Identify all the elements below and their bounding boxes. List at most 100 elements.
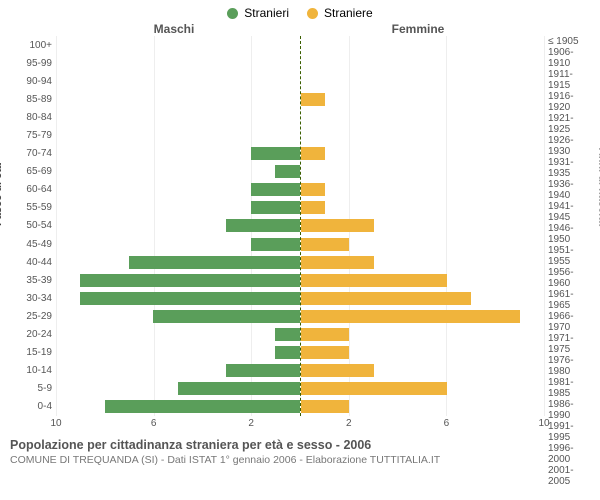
bar-row: [56, 126, 300, 144]
age-tick: 5-9: [8, 380, 56, 398]
birth-tick: 1981-1985: [544, 377, 592, 399]
bar-female: [301, 364, 374, 377]
y-ticks-age: 100+95-9990-9485-8980-8475-7970-7465-696…: [8, 36, 56, 416]
x-tick: 10: [50, 418, 61, 429]
bar-row: [301, 398, 545, 416]
bar-row: [301, 344, 545, 362]
birth-tick: 1986-1990: [544, 399, 592, 421]
bar-male: [251, 238, 300, 251]
bar-female: [301, 400, 350, 413]
y-ticks-birth: ≤ 19051906-19101911-19151916-19201921-19…: [544, 36, 592, 416]
bar-row: [301, 36, 545, 54]
bar-female: [301, 346, 350, 359]
column-header-right: Femmine: [296, 22, 540, 36]
column-headers: Maschi Femmine: [0, 22, 600, 36]
bar-male: [251, 147, 300, 160]
bar-row: [56, 344, 300, 362]
x-axis-right: 2610: [300, 418, 544, 432]
bar-row: [301, 235, 545, 253]
age-tick: 15-19: [8, 344, 56, 362]
y-axis-label-right: Anni di nascita: [596, 148, 600, 226]
bar-female: [301, 201, 325, 214]
x-tick: 2: [248, 418, 254, 429]
bar-row: [56, 199, 300, 217]
x-tick: 2: [346, 418, 352, 429]
bar-row: [301, 362, 545, 380]
bar-row: [301, 289, 545, 307]
bar-female: [301, 292, 471, 305]
bar-male: [251, 201, 300, 214]
birth-tick: 1961-1965: [544, 289, 592, 311]
bar-row: [56, 72, 300, 90]
bar-row: [56, 181, 300, 199]
bar-row: [301, 163, 545, 181]
birth-tick: 1936-1940: [544, 179, 592, 201]
birth-tick: 1916-1920: [544, 91, 592, 113]
age-tick: 65-69: [8, 163, 56, 181]
birth-tick: 1971-1975: [544, 333, 592, 355]
bar-male: [275, 165, 299, 178]
age-tick: 90-94: [8, 72, 56, 90]
bar-row: [56, 163, 300, 181]
bar-row: [56, 289, 300, 307]
legend-item-m: Stranieri: [227, 6, 289, 20]
bar-row: [56, 307, 300, 325]
bar-row: [301, 54, 545, 72]
bar-male: [105, 400, 300, 413]
birth-tick: 1996-2000: [544, 443, 592, 465]
age-tick: 10-14: [8, 362, 56, 380]
footer: Popolazione per cittadinanza straniera p…: [0, 432, 600, 466]
bar-male: [251, 183, 300, 196]
bar-row: [56, 253, 300, 271]
bar-male: [226, 364, 299, 377]
age-tick: 55-59: [8, 199, 56, 217]
bar-row: [56, 235, 300, 253]
bar-row: [301, 307, 545, 325]
birth-tick: 1911-1915: [544, 69, 592, 91]
x-axis-left: 1062: [56, 418, 300, 432]
age-tick: 75-79: [8, 126, 56, 144]
bar-male: [275, 346, 299, 359]
bar-row: [301, 145, 545, 163]
bar-female: [301, 219, 374, 232]
bar-row: [56, 271, 300, 289]
bar-female: [301, 256, 374, 269]
birth-tick: 1931-1935: [544, 157, 592, 179]
legend: Stranieri Straniere: [0, 0, 600, 22]
x-tick: 6: [151, 418, 157, 429]
bar-row: [56, 217, 300, 235]
bar-row: [56, 54, 300, 72]
birth-tick: 1926-1930: [544, 135, 592, 157]
birth-tick: 2001-2005: [544, 465, 592, 487]
swatch-f: [307, 8, 318, 19]
age-tick: 85-89: [8, 90, 56, 108]
bar-male: [129, 256, 299, 269]
bar-male: [226, 219, 299, 232]
bar-male: [80, 274, 299, 287]
birth-tick: 1951-1955: [544, 245, 592, 267]
legend-item-f: Straniere: [307, 6, 373, 20]
age-tick: 25-29: [8, 307, 56, 325]
bar-male: [153, 310, 299, 323]
birth-tick: 1941-1945: [544, 201, 592, 223]
x-tick: 6: [444, 418, 450, 429]
legend-label-m: Stranieri: [244, 6, 289, 20]
bar-female: [301, 93, 325, 106]
bar-female: [301, 274, 447, 287]
bar-row: [301, 217, 545, 235]
bar-row: [301, 72, 545, 90]
bar-male: [178, 382, 300, 395]
age-tick: 20-24: [8, 326, 56, 344]
bars-male: [56, 36, 301, 416]
bar-male: [275, 328, 299, 341]
age-tick: 70-74: [8, 145, 56, 163]
bar-row: [56, 362, 300, 380]
bar-row: [56, 326, 300, 344]
bar-row: [301, 108, 545, 126]
x-axis: 1062 2610: [0, 416, 600, 432]
age-tick: 50-54: [8, 217, 56, 235]
swatch-m: [227, 8, 238, 19]
chart-title: Popolazione per cittadinanza straniera p…: [10, 438, 590, 452]
age-tick: 100+: [8, 36, 56, 54]
birth-tick: 1991-1995: [544, 421, 592, 443]
